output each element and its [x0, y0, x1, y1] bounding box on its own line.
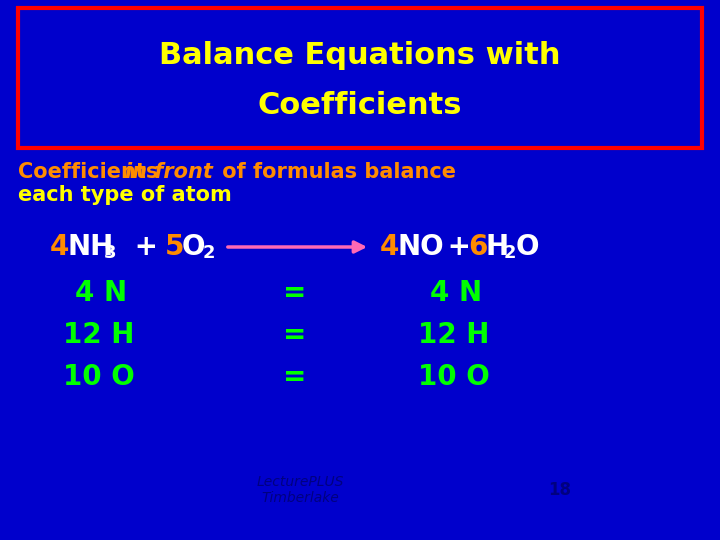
Text: =: =	[283, 363, 307, 391]
Text: H: H	[486, 233, 509, 261]
Text: NH: NH	[68, 233, 114, 261]
FancyBboxPatch shape	[18, 8, 702, 148]
Text: 4 N: 4 N	[75, 279, 127, 307]
Text: LecturePLUS: LecturePLUS	[256, 475, 343, 489]
Text: 10 O: 10 O	[418, 363, 490, 391]
Text: 18: 18	[549, 481, 572, 499]
Text: NO: NO	[398, 233, 445, 261]
Text: 4: 4	[50, 233, 69, 261]
Text: each type of atom: each type of atom	[18, 185, 232, 205]
Text: O: O	[516, 233, 539, 261]
Text: 3: 3	[104, 244, 117, 262]
Text: 6: 6	[468, 233, 487, 261]
Text: 12 H: 12 H	[63, 321, 135, 349]
Text: +: +	[438, 233, 471, 261]
Text: 10 O: 10 O	[63, 363, 135, 391]
Text: in front: in front	[125, 162, 213, 182]
Text: 2: 2	[203, 244, 215, 262]
Text: Timberlake: Timberlake	[261, 491, 339, 505]
Text: Coefficients: Coefficients	[258, 91, 462, 119]
Text: 2: 2	[504, 244, 516, 262]
Text: =: =	[283, 279, 307, 307]
Text: Coefficients: Coefficients	[18, 162, 166, 182]
Text: O: O	[182, 233, 205, 261]
Text: 5: 5	[165, 233, 184, 261]
Text: of formulas balance: of formulas balance	[215, 162, 456, 182]
Text: 4 N: 4 N	[430, 279, 482, 307]
Text: +: +	[125, 233, 158, 261]
Text: Balance Equations with: Balance Equations with	[159, 40, 561, 70]
Text: =: =	[283, 321, 307, 349]
Text: 12 H: 12 H	[418, 321, 490, 349]
Text: 4: 4	[380, 233, 400, 261]
